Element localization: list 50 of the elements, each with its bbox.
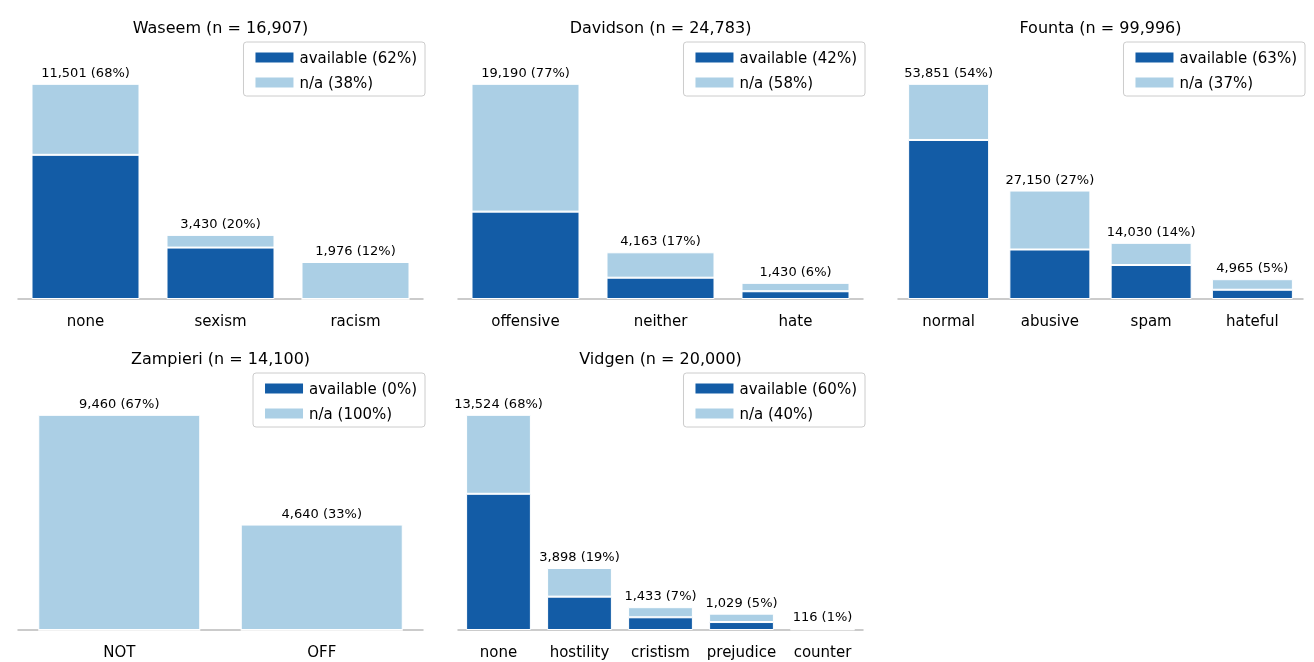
- legend-label: available (42%): [739, 48, 858, 67]
- total-label: 14,030 (14%): [1106, 223, 1196, 239]
- bar: [301, 261, 410, 299]
- chart-title: Waseem (n = 16,907): [132, 17, 309, 37]
- x-tick-label: none: [479, 642, 518, 661]
- total-label: 9,460 (67%): [79, 395, 160, 411]
- x-tick-label: OFF: [307, 642, 337, 661]
- legend-label: available (63%): [1179, 48, 1298, 67]
- total-label: 13,524 (68%): [454, 395, 543, 411]
- total-label: 116 (1%): [792, 609, 853, 625]
- total-label: 11,501 (68%): [41, 64, 130, 80]
- total-label: 1,976 (12%): [315, 242, 396, 258]
- x-tick-label: sexism: [194, 311, 247, 330]
- x-tick-label: counter: [793, 642, 853, 661]
- x-tick-label: hostility: [549, 642, 610, 661]
- x-tick-label: NOT: [103, 642, 137, 661]
- legend-label: n/a (58%): [739, 73, 814, 92]
- chart-title: Vidgen (n = 20,000): [579, 348, 742, 368]
- chart-title: Davidson (n = 24,783): [569, 17, 752, 37]
- legend-label: n/a (38%): [299, 73, 374, 92]
- total-label: 1,430 (6%): [759, 263, 832, 279]
- x-tick-label: offensive: [491, 311, 560, 330]
- x-tick-label: none: [66, 311, 105, 330]
- total-label: 19,190 (77%): [481, 64, 570, 80]
- total-label: 53,851 (54%): [904, 64, 993, 80]
- x-tick-label: abusive: [1020, 311, 1080, 330]
- total-label: 3,898 (19%): [539, 549, 620, 565]
- legend-label: n/a (100%): [309, 404, 393, 423]
- legend-label: available (60%): [739, 379, 858, 398]
- total-label: 4,965 (5%): [1216, 260, 1289, 276]
- total-label: 4,163 (17%): [620, 233, 701, 249]
- x-tick-label: cristism: [631, 642, 690, 661]
- x-tick-label: spam: [1130, 311, 1172, 330]
- chart-title: Zampieri (n = 14,100): [130, 348, 311, 368]
- total-label: 3,430 (20%): [180, 215, 261, 231]
- x-tick-label: prejudice: [706, 642, 777, 661]
- total-label: 1,433 (7%): [624, 588, 697, 604]
- legend-label: n/a (37%): [1179, 73, 1254, 92]
- total-label: 1,029 (5%): [705, 594, 778, 610]
- total-label: 4,640 (33%): [281, 505, 362, 521]
- x-tick-label: neither: [633, 311, 689, 330]
- legend-label: n/a (40%): [739, 404, 814, 423]
- x-tick-label: racism: [330, 311, 381, 330]
- legend-label: available (62%): [299, 48, 418, 67]
- x-tick-label: hate: [778, 311, 813, 330]
- total-label: 27,150 (27%): [1005, 171, 1095, 187]
- x-tick-label: normal: [922, 311, 975, 330]
- chart-title: Founta (n = 99,996): [1019, 17, 1182, 37]
- x-tick-label: hateful: [1225, 311, 1279, 330]
- legend-label: available (0%): [309, 379, 418, 398]
